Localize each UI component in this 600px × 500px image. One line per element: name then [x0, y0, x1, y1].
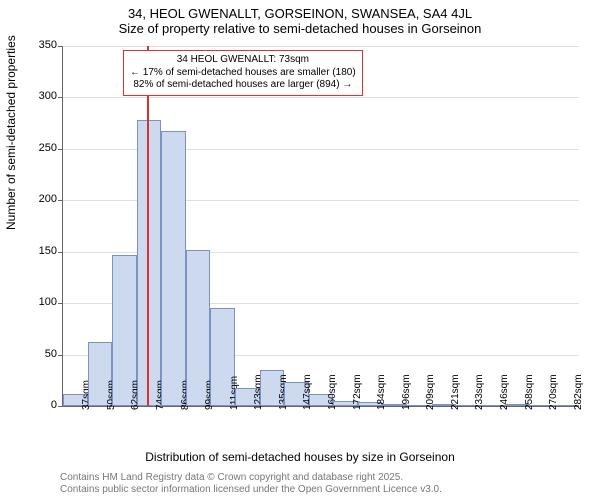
title-block: 34, HEOL GWENALLT, GORSEINON, SWANSEA, S… — [0, 0, 600, 36]
y-tick-label: 350 — [25, 39, 57, 51]
x-tick-label: 282sqm — [573, 374, 584, 410]
license-block: Contains HM Land Registry data © Crown c… — [60, 472, 442, 496]
annotation-box: 34 HEOL GWENALLT: 73sqm ← 17% of semi-de… — [123, 50, 363, 96]
y-axis-label: Number of semi-detached properties — [4, 35, 18, 230]
histogram-bar — [161, 131, 186, 406]
title-line1: 34, HEOL GWENALLT, GORSEINON, SWANSEA, S… — [0, 6, 600, 21]
y-tickmark — [58, 303, 63, 304]
y-tick-label: 250 — [25, 142, 57, 154]
y-tickmark — [58, 46, 63, 47]
y-tickmark — [58, 200, 63, 201]
plot-area: 05010015020025030035037sqm50sqm62sqm74sq… — [62, 46, 579, 407]
license-line2: Contains public sector information licen… — [60, 484, 442, 496]
y-tick-label: 300 — [25, 90, 57, 102]
title-line2: Size of property relative to semi-detach… — [0, 21, 600, 36]
chart-container: 34, HEOL GWENALLT, GORSEINON, SWANSEA, S… — [0, 0, 600, 500]
gridline — [63, 46, 579, 47]
y-tickmark — [58, 355, 63, 356]
property-marker-line — [147, 46, 149, 406]
x-axis-label: Distribution of semi-detached houses by … — [0, 450, 600, 464]
license-line1: Contains HM Land Registry data © Crown c… — [60, 472, 442, 484]
y-tick-label: 100 — [25, 296, 57, 308]
y-tick-label: 0 — [25, 399, 57, 411]
y-tickmark — [58, 252, 63, 253]
y-tickmark — [58, 406, 63, 407]
y-tick-label: 50 — [25, 348, 57, 360]
annotation-line3: 82% of semi-detached houses are larger (… — [130, 79, 356, 92]
y-tickmark — [58, 149, 63, 150]
y-tickmark — [58, 97, 63, 98]
y-tick-label: 150 — [25, 245, 57, 257]
gridline — [63, 97, 579, 98]
annotation-line2: ← 17% of semi-detached houses are smalle… — [130, 67, 356, 80]
y-tick-label: 200 — [25, 193, 57, 205]
annotation-line1: 34 HEOL GWENALLT: 73sqm — [130, 54, 356, 67]
